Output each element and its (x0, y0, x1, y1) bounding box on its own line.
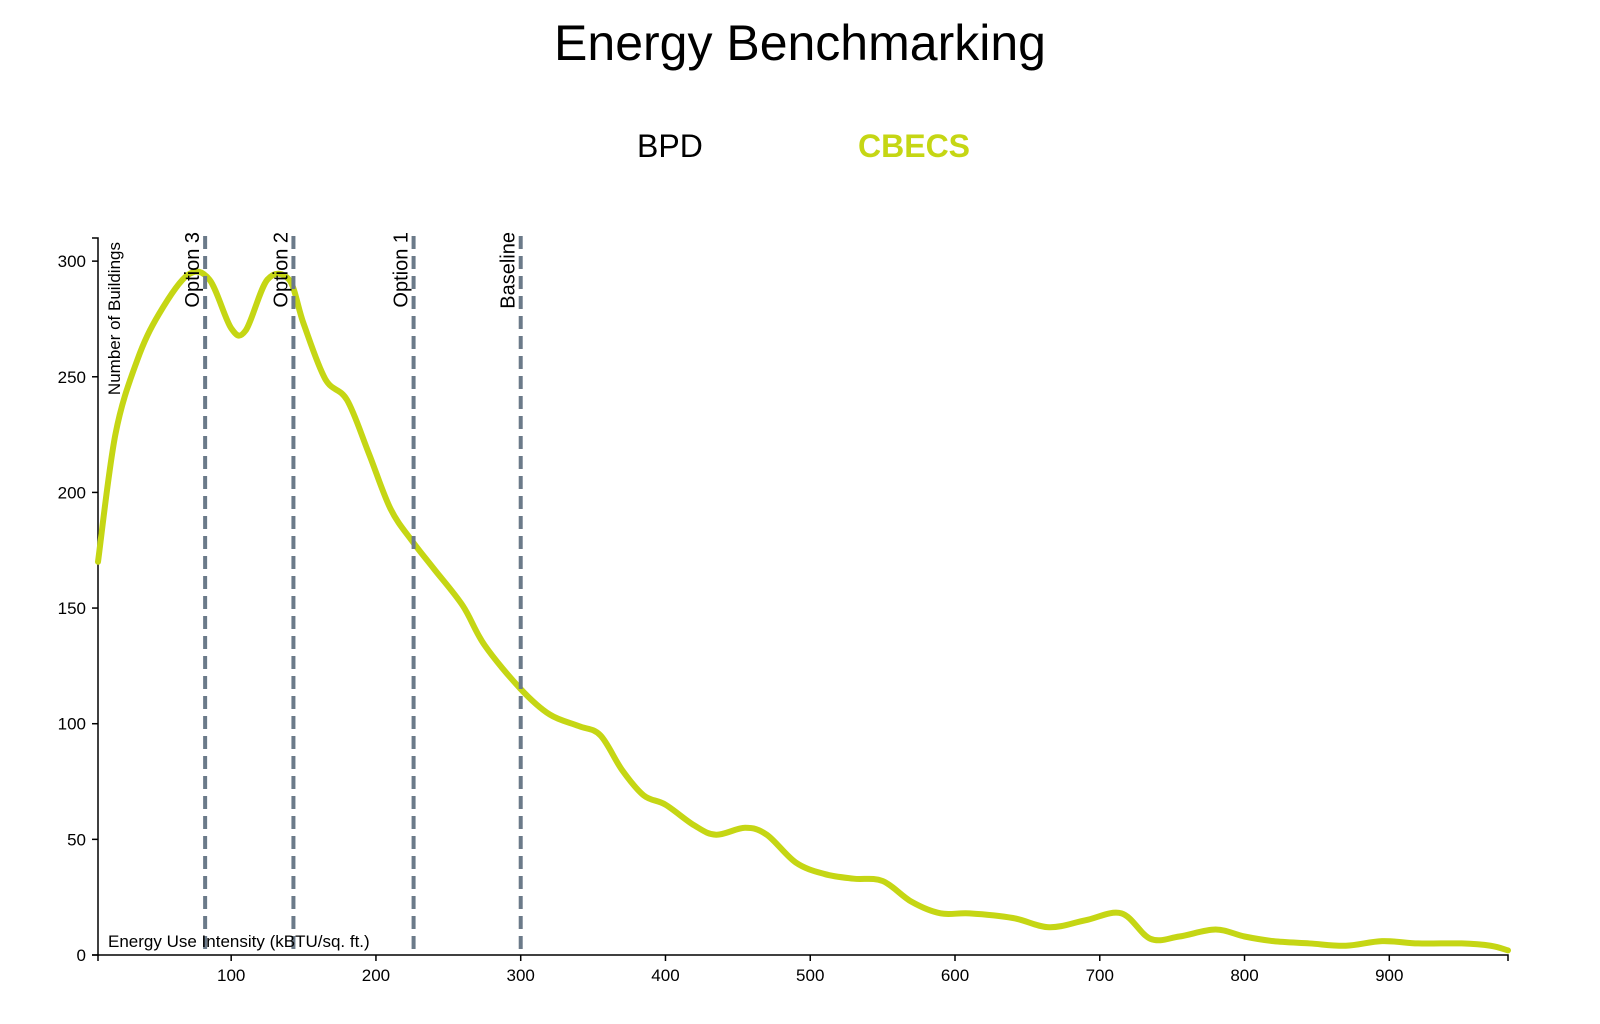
marker-label-option-3: Option 3 (182, 232, 204, 308)
x-tick-label: 900 (1375, 966, 1403, 985)
series-line-cbecs (95, 268, 1511, 954)
y-axis-line (92, 237, 99, 956)
x-axis-label: Energy Use Intensity (kBTU/sq. ft.) (108, 932, 370, 951)
series-layer (95, 268, 1511, 954)
y-tick-label: 50 (67, 830, 86, 849)
y-tick-label: 200 (58, 483, 86, 502)
marker-label-option-2: Option 2 (270, 232, 292, 308)
marker-label-baseline: Baseline (498, 232, 520, 309)
y-tick-label: 300 (58, 252, 86, 271)
legend-bpd[interactable]: BPD (637, 128, 703, 164)
x-tick-label: 800 (1230, 966, 1258, 985)
x-tick-label: 200 (362, 966, 390, 985)
x-tick-label: 500 (796, 966, 824, 985)
page-title: Energy Benchmarking (554, 15, 1046, 71)
x-axis-line (97, 954, 1509, 961)
x-tick-label: 400 (651, 966, 679, 985)
legend-cbecs[interactable]: CBECS (858, 128, 971, 164)
y-tick-label: 150 (58, 599, 86, 618)
x-tick-label: 300 (507, 966, 535, 985)
y-tick-label: 0 (77, 946, 86, 965)
x-tick-label: 700 (1086, 966, 1114, 985)
x-tick-label: 100 (217, 966, 245, 985)
marker-layer: Option 3 Option 2 Option 1 Baseline (182, 232, 523, 955)
y-tick-label: 250 (58, 368, 86, 387)
y-axis-label: Number of Buildings (105, 242, 124, 395)
x-tick-label: 600 (941, 966, 969, 985)
y-tick-label: 100 (58, 715, 86, 734)
marker-label-option-1: Option 1 (391, 232, 413, 308)
axes-group: 0 50 100 150 200 250 300 100 200 300 400 500 600 700 8… (58, 237, 1509, 985)
